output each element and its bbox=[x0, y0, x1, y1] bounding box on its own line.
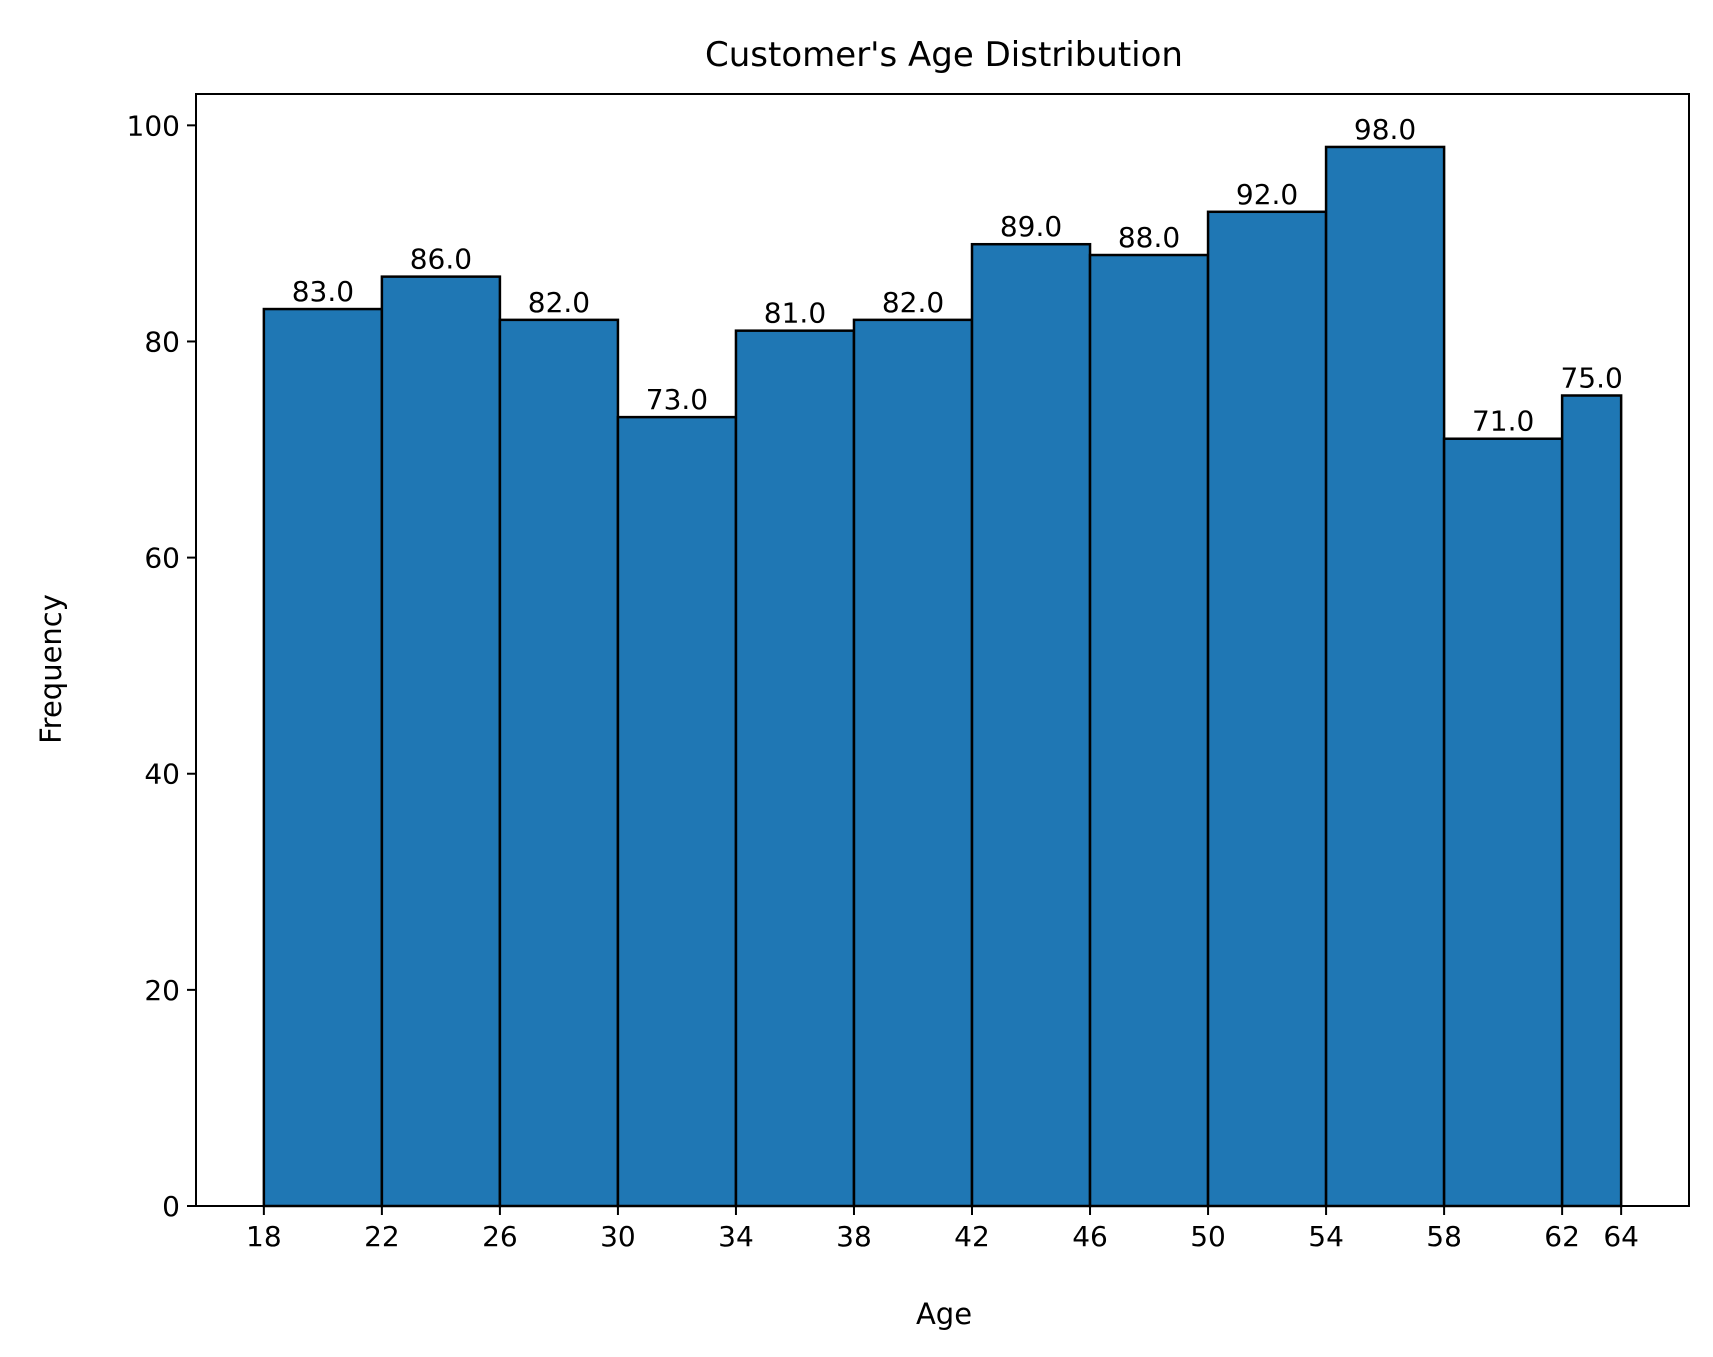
bar-value-label: 81.0 bbox=[764, 297, 826, 330]
y-axis-ticks: 0 20 40 60 80 100 bbox=[127, 109, 196, 1223]
bar-value-label: 98.0 bbox=[1354, 113, 1416, 146]
bars-group bbox=[262, 145, 1623, 1208]
bar-value-label: 89.0 bbox=[1000, 210, 1062, 243]
bar-value-label: 82.0 bbox=[882, 286, 944, 319]
bar-value-label: 73.0 bbox=[646, 383, 708, 416]
x-tick-label: 62 bbox=[1544, 1220, 1580, 1253]
x-tick-label: 22 bbox=[364, 1220, 400, 1253]
bar-value-label: 88.0 bbox=[1118, 221, 1180, 254]
x-axis-label: Age bbox=[916, 1297, 972, 1331]
bar-46-50 bbox=[1088, 253, 1210, 1208]
x-tick-label: 46 bbox=[1072, 1220, 1108, 1253]
y-tick-label: 100 bbox=[127, 109, 180, 142]
plot-frame bbox=[195, 93, 1690, 1207]
x-tick-label: 18 bbox=[246, 1220, 282, 1253]
x-tick-label: 38 bbox=[836, 1220, 872, 1253]
x-tick-label: 54 bbox=[1308, 1220, 1344, 1253]
bar-54-58 bbox=[1324, 145, 1446, 1208]
bar-62-64 bbox=[1560, 394, 1623, 1208]
bar-value-label: 75.0 bbox=[1560, 362, 1622, 395]
bar-22-26 bbox=[380, 275, 502, 1208]
y-tick-label: 0 bbox=[162, 1190, 180, 1223]
y-tick-label: 40 bbox=[144, 758, 180, 791]
bar-58-62 bbox=[1442, 437, 1564, 1208]
y-axis-label: Frequency bbox=[34, 594, 68, 744]
x-tick-label: 34 bbox=[718, 1220, 754, 1253]
bar-value-label: 71.0 bbox=[1472, 405, 1534, 438]
bar-value-label: 86.0 bbox=[410, 243, 472, 276]
bar-value-label: 83.0 bbox=[292, 275, 354, 308]
y-tick-label: 20 bbox=[144, 974, 180, 1007]
x-tick-label: 64 bbox=[1603, 1220, 1639, 1253]
bar-26-30 bbox=[498, 318, 620, 1208]
chart-title: Customer's Age Distribution bbox=[705, 35, 1183, 75]
bar-38-42 bbox=[852, 318, 974, 1208]
bar-34-38 bbox=[734, 329, 856, 1208]
x-tick-label: 30 bbox=[600, 1220, 636, 1253]
x-tick-label: 26 bbox=[482, 1220, 518, 1253]
bar-30-34 bbox=[616, 415, 738, 1208]
bar-value-labels: 83.0 86.0 82.0 73.0 81.0 82.0 89.0 88.0 92.0 98.0… bbox=[292, 113, 1623, 438]
x-tick-label: 58 bbox=[1426, 1220, 1462, 1253]
y-tick-label: 80 bbox=[144, 325, 180, 358]
y-tick-label: 60 bbox=[144, 542, 180, 575]
x-tick-label: 50 bbox=[1190, 1220, 1226, 1253]
x-axis-ticks: 18 22 26 30 34 38 42 46 50 54 58 62 64 bbox=[246, 1206, 1639, 1253]
bar-18-22 bbox=[262, 307, 384, 1208]
bar-50-54 bbox=[1206, 210, 1328, 1208]
bar-value-label: 82.0 bbox=[528, 286, 590, 319]
bar-42-46 bbox=[970, 242, 1092, 1208]
x-tick-label: 42 bbox=[954, 1220, 990, 1253]
bar-value-label: 92.0 bbox=[1236, 178, 1298, 211]
